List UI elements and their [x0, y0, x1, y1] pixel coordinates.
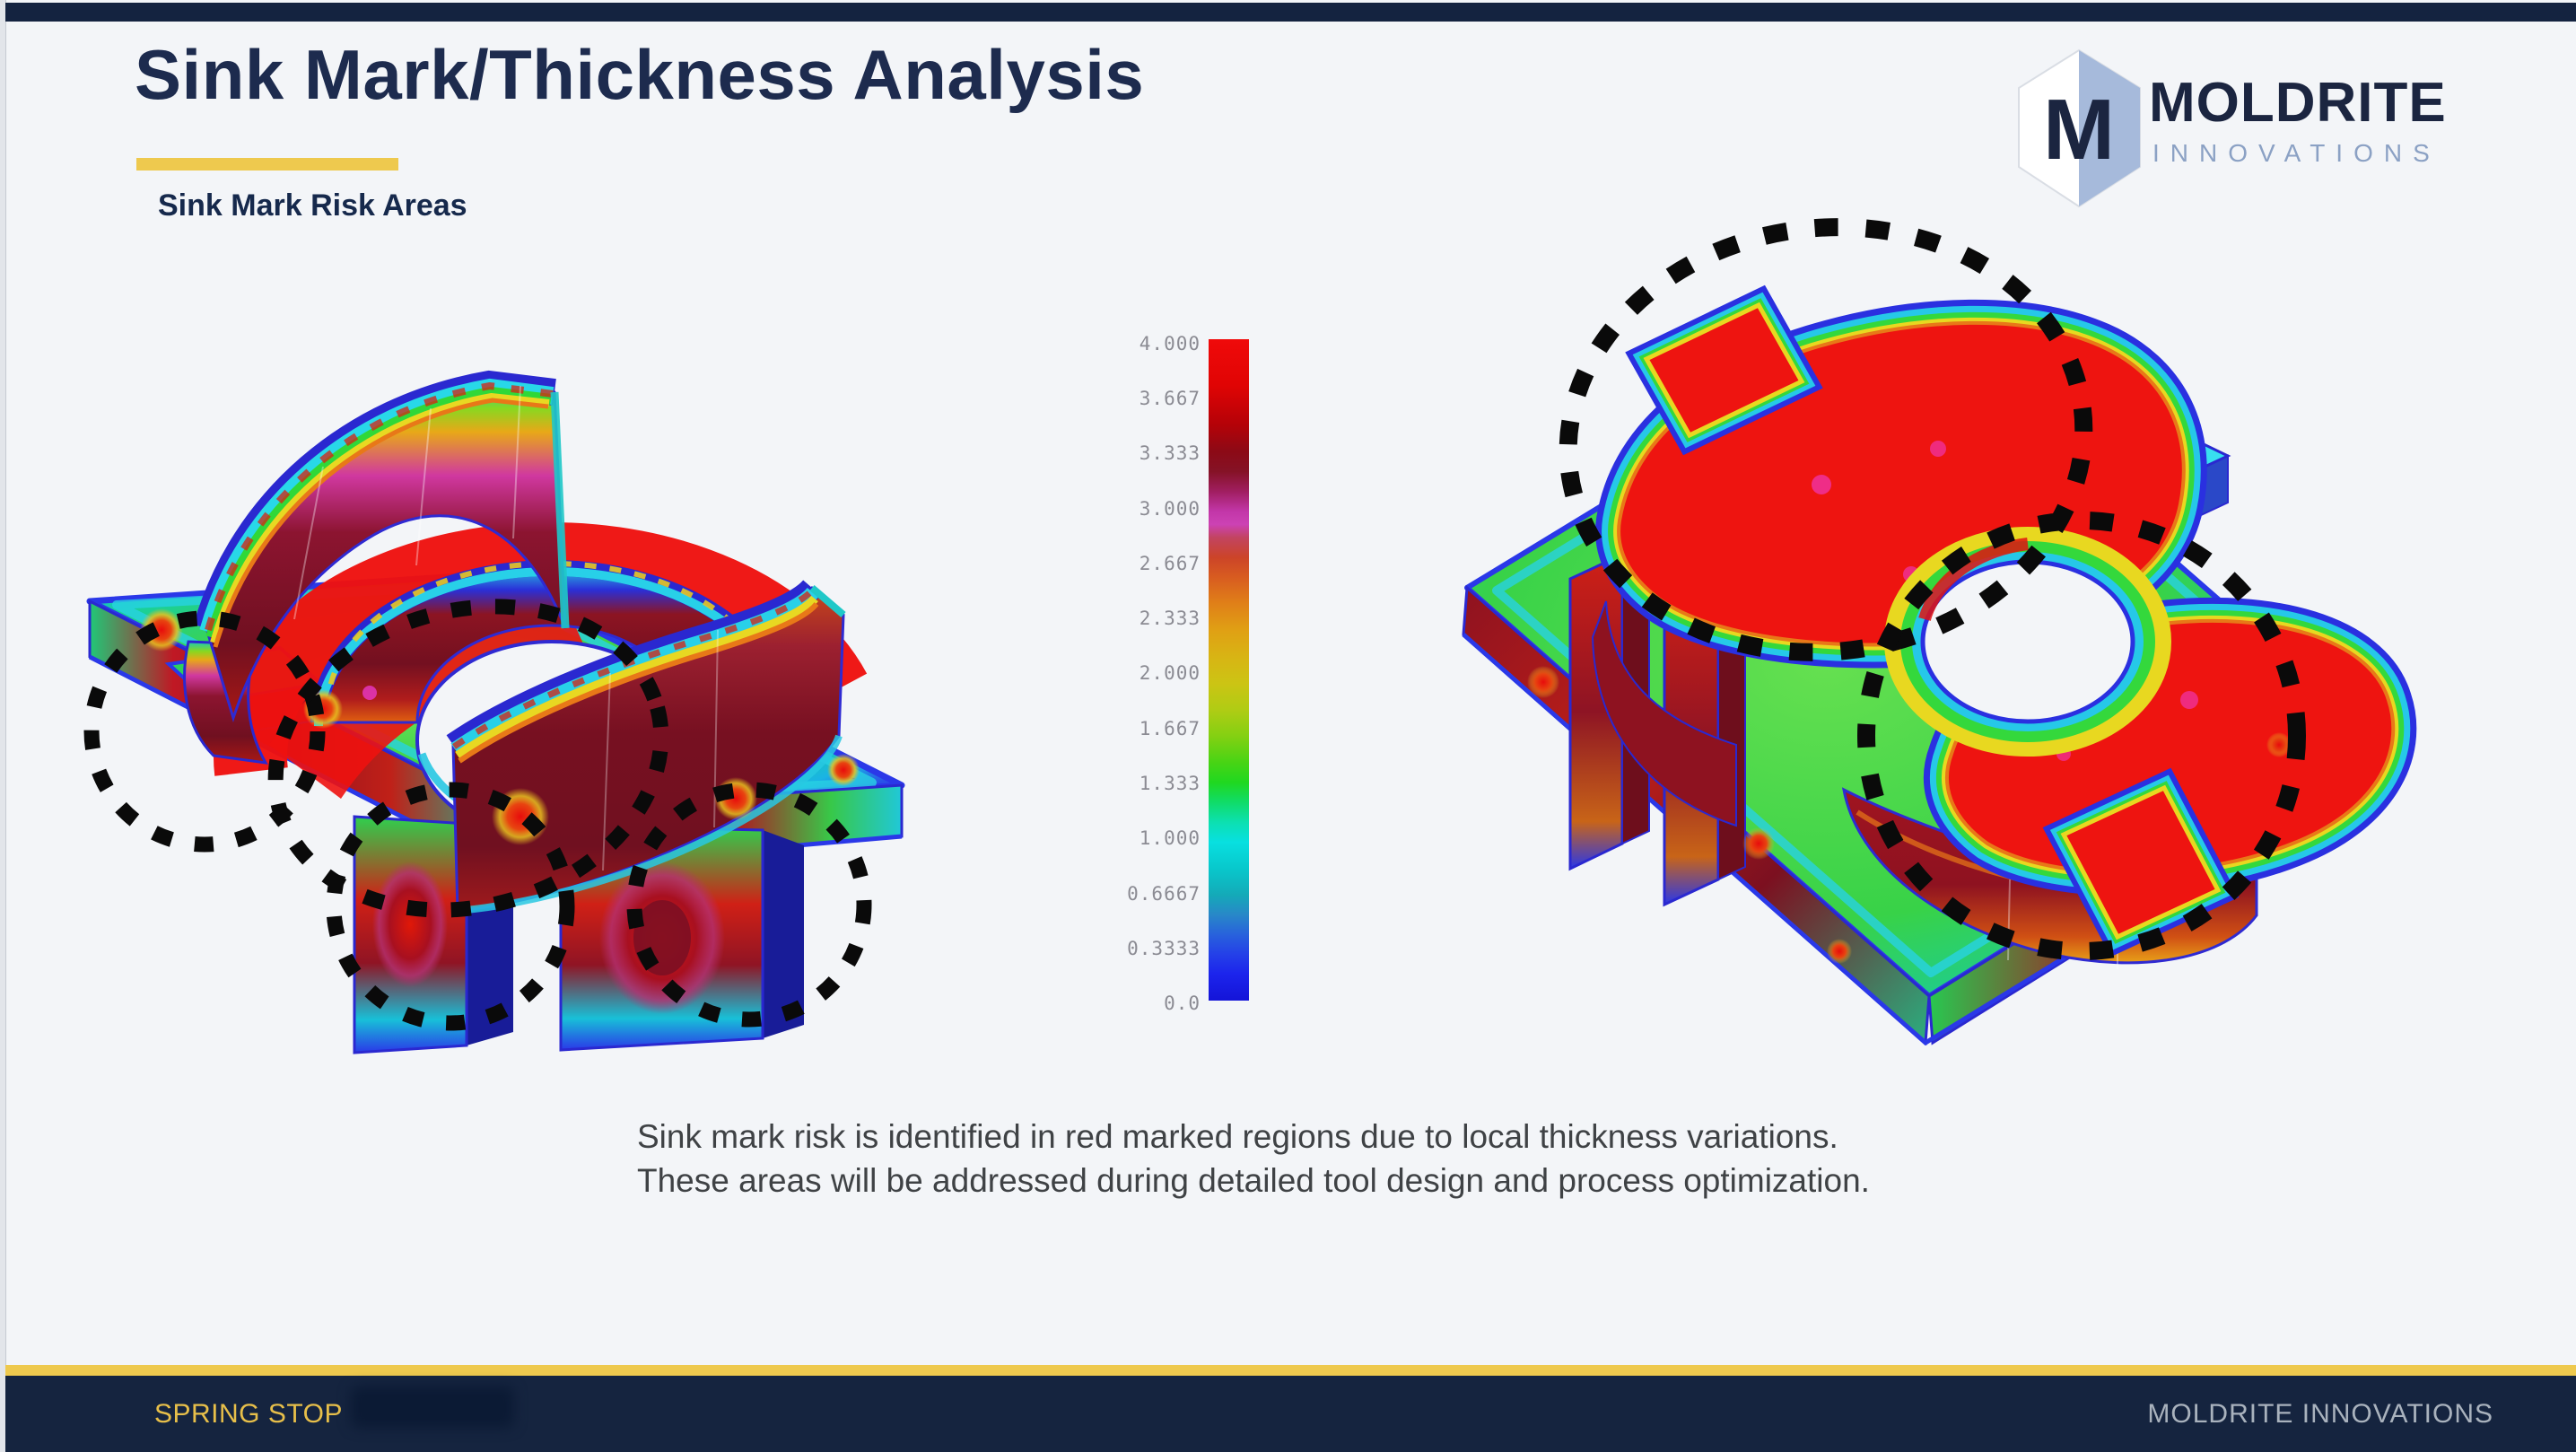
left-outer-wall [183, 370, 570, 765]
legend-tick: 2.333 [1139, 608, 1201, 629]
legend-tick: 0.3333 [1127, 938, 1201, 959]
logo-monogram: M [2043, 82, 2115, 178]
footer-bar: SPRING STOP MOLDRITE INNOVATIONS [5, 1376, 2576, 1452]
page-title: Sink Mark/Thickness Analysis [135, 35, 1145, 114]
footer-company-label: MOLDRITE INNOVATIONS [2147, 1398, 2493, 1429]
caption-line-2: These areas will be addressed during det… [637, 1162, 1870, 1199]
legend-tick: 3.667 [1139, 388, 1201, 409]
risk-area-marker [1857, 512, 2306, 960]
left-front-crescent [446, 579, 846, 914]
legend-tick: 1.667 [1139, 718, 1201, 739]
legend-tick: 0.0 [1164, 993, 1201, 1014]
section-subtitle: Sink Mark Risk Areas [158, 188, 467, 223]
left-mounting-legs [353, 815, 804, 1054]
legend-tick: 0.6667 [1127, 883, 1201, 905]
right-hotspots [1527, 666, 2292, 964]
legend-tick: 2.000 [1139, 662, 1201, 684]
risk-area-marker [1559, 218, 2093, 661]
left-risk-markers [83, 599, 872, 1031]
legend-tick: 1.333 [1139, 773, 1201, 794]
figure-caption: Sink mark risk is identified in red mark… [637, 1115, 2001, 1203]
legend-tick: 4.000 [1139, 333, 1201, 354]
right-risk-markers [1559, 218, 2306, 960]
thickness-color-scale [1209, 339, 1249, 1001]
slide-left-edge [0, 0, 6, 1452]
legend-tick: 1.000 [1139, 827, 1201, 849]
thickness-render-left [83, 370, 905, 1054]
legend-tick: 3.000 [1139, 498, 1201, 520]
caption-line-1: Sink mark risk is identified in red mark… [637, 1118, 1838, 1155]
thickness-render-right [1462, 218, 2417, 1046]
risk-area-marker [267, 599, 669, 918]
logo-name: MOLDRITE [2149, 72, 2447, 134]
slide-top-bar [5, 3, 2576, 22]
footer-accent-bar [5, 1365, 2576, 1376]
title-accent-bar [136, 158, 398, 171]
footer-project-label: SPRING STOP [154, 1398, 343, 1429]
risk-area-marker [326, 782, 575, 1031]
moldrite-logo: M MOLDRITE INNOVATIONS [2014, 48, 2553, 209]
risk-area-marker [626, 782, 872, 1028]
legend-tick: 3.333 [1139, 442, 1201, 464]
moldrite-hexagon-icon: M [2018, 48, 2141, 208]
redacted-text [351, 1386, 514, 1428]
right-mound-upper [1591, 284, 2207, 827]
logo-tagline: INNOVATIONS [2152, 139, 2441, 167]
legend-tick: 2.667 [1139, 553, 1201, 574]
risk-area-marker [83, 610, 326, 853]
